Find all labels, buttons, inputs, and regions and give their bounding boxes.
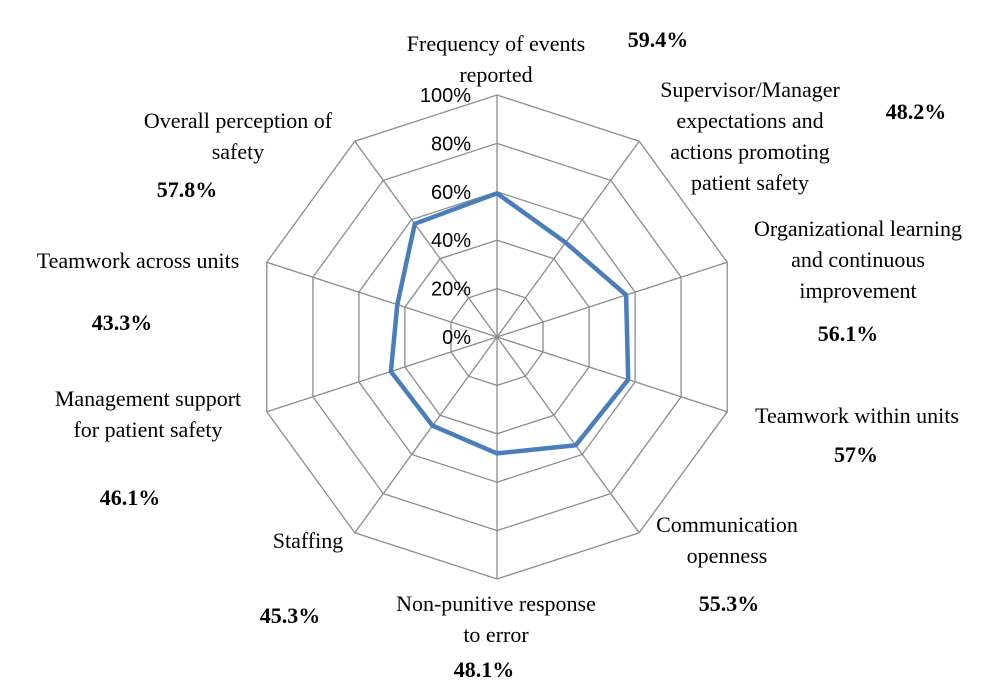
category-label: Frequency of events reported: [407, 31, 585, 87]
category-label-line: Teamwork across units: [37, 248, 240, 273]
radial-axis-ticks: 0% 20% 40% 60% 80% 100%: [420, 85, 471, 349]
category-label-line: improvement: [799, 278, 916, 303]
grid-spoke: [496, 140, 640, 338]
category-label-line: openness: [687, 543, 768, 568]
category-label-line: expectations and: [676, 108, 823, 133]
tick-label: 0%: [442, 327, 471, 349]
grid-spoke: [354, 336, 498, 534]
category-label-line: and continuous: [791, 247, 925, 272]
data-label: 43.3%: [92, 310, 153, 335]
series-line: [388, 191, 631, 456]
category-label-line: Non-punitive response: [396, 591, 596, 616]
data-label: 48.2%: [886, 99, 947, 124]
category-label-line: Teamwork within units: [755, 403, 959, 428]
category-label: Management support for patient safety: [55, 386, 241, 442]
category-label-line: Overall perception of: [144, 108, 333, 133]
tick-label: 20%: [431, 279, 471, 301]
category-label-line: Supervisor/Manager: [660, 77, 840, 102]
tick-label: 40%: [431, 230, 471, 252]
grid-spoke: [496, 336, 728, 413]
category-label: Teamwork across units: [37, 248, 240, 273]
radar-grid: [266, 94, 728, 580]
category-label-line: for patient safety: [73, 417, 222, 442]
data-label: 45.3%: [260, 603, 321, 628]
grid-spoke: [496, 336, 640, 534]
category-label-line: safety: [212, 139, 265, 164]
category-labels: Frequency of events reported 59.4% Supervis…: [37, 27, 962, 682]
data-label: 59.4%: [628, 27, 689, 52]
tick-label: 100%: [420, 85, 471, 107]
data-label: 56.1%: [818, 321, 879, 346]
category-label: Staffing: [273, 528, 343, 553]
category-label: Communication openness: [656, 512, 798, 568]
category-label-line: Frequency of events: [407, 31, 585, 56]
category-label-line: reported: [459, 62, 532, 87]
category-label: Overall perception of safety: [144, 108, 333, 164]
tick-label: 60%: [431, 182, 471, 204]
category-label-line: Management support: [55, 386, 241, 411]
category-label: Teamwork within units: [755, 403, 959, 428]
category-label-line: Staffing: [273, 528, 343, 553]
grid-spoke: [354, 140, 498, 338]
data-label: 48.1%: [454, 657, 515, 682]
category-label-line: Communication: [656, 512, 798, 537]
category-label-line: patient safety: [691, 170, 809, 195]
data-label: 46.1%: [100, 485, 161, 510]
grid-spoke: [266, 336, 498, 413]
category-label-line: Organizational learning: [754, 216, 962, 241]
grid-spoke: [266, 261, 498, 338]
data-label: 57%: [834, 442, 878, 467]
category-label: Non-punitive response to error: [396, 591, 596, 647]
category-label-line: actions promoting: [670, 139, 829, 164]
category-label: Organizational learning and continuous imp…: [754, 216, 962, 303]
category-label-line: to error: [463, 622, 529, 647]
grid-spoke: [496, 261, 728, 338]
category-label: Supervisor/Manager expectations and action…: [660, 77, 840, 195]
data-label: 55.3%: [699, 591, 760, 616]
data-label: 57.8%: [157, 177, 218, 202]
tick-label: 80%: [431, 133, 471, 155]
radar-series: [388, 191, 631, 456]
